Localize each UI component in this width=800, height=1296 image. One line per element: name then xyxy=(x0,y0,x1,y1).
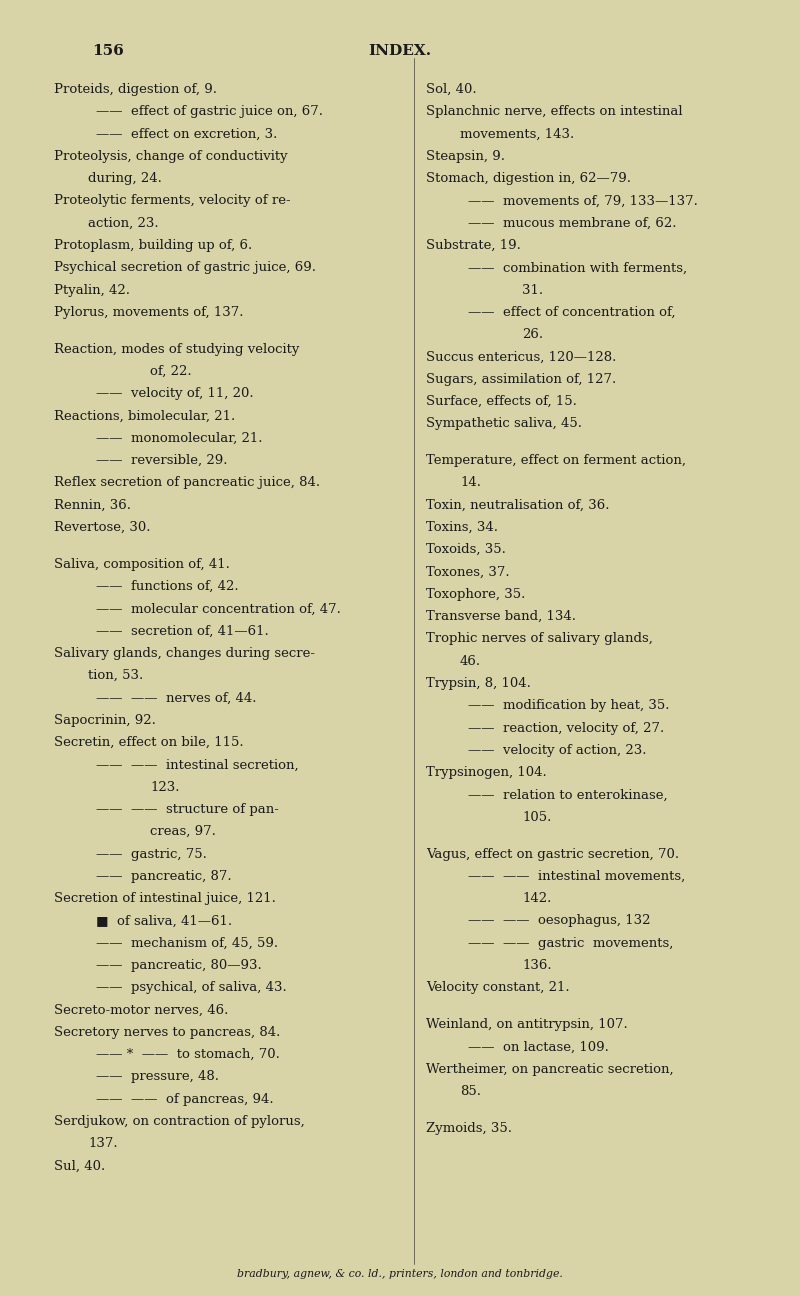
Text: 156: 156 xyxy=(92,44,124,58)
Text: ——  effect on excretion, 3.: —— effect on excretion, 3. xyxy=(96,127,278,140)
Text: 136.: 136. xyxy=(522,959,552,972)
Text: Psychical secretion of gastric juice, 69.: Psychical secretion of gastric juice, 69… xyxy=(54,262,316,275)
Text: Saliva, composition of, 41.: Saliva, composition of, 41. xyxy=(54,557,230,570)
Text: Proteolytic ferments, velocity of re-: Proteolytic ferments, velocity of re- xyxy=(54,194,291,207)
Text: 46.: 46. xyxy=(460,654,481,667)
Text: ——  pancreatic, 80—93.: —— pancreatic, 80—93. xyxy=(96,959,262,972)
Text: Proteolysis, change of conductivity: Proteolysis, change of conductivity xyxy=(54,150,288,163)
Text: Pylorus, movements of, 137.: Pylorus, movements of, 137. xyxy=(54,306,244,319)
Text: 123.: 123. xyxy=(150,780,180,793)
Text: —— *  ——  to stomach, 70.: —— * —— to stomach, 70. xyxy=(96,1048,280,1061)
Text: of, 22.: of, 22. xyxy=(150,365,192,378)
Text: 137.: 137. xyxy=(88,1138,118,1151)
Text: Protoplasm, building up of, 6.: Protoplasm, building up of, 6. xyxy=(54,238,253,251)
Text: ——  pressure, 48.: —— pressure, 48. xyxy=(96,1070,219,1083)
Text: Wertheimer, on pancreatic secretion,: Wertheimer, on pancreatic secretion, xyxy=(426,1063,674,1076)
Text: 142.: 142. xyxy=(522,892,552,905)
Text: ——  ——  nerves of, 44.: —— —— nerves of, 44. xyxy=(96,692,257,705)
Text: ——  ——  gastric  movements,: —— —— gastric movements, xyxy=(468,937,674,950)
Text: 85.: 85. xyxy=(460,1085,481,1098)
Text: Toxophore, 35.: Toxophore, 35. xyxy=(426,588,526,601)
Text: ——  modification by heat, 35.: —— modification by heat, 35. xyxy=(468,700,670,713)
Text: 14.: 14. xyxy=(460,477,481,490)
Text: Revertose, 30.: Revertose, 30. xyxy=(54,521,151,534)
Text: ——  psychical, of saliva, 43.: —— psychical, of saliva, 43. xyxy=(96,981,286,994)
Text: Proteids, digestion of, 9.: Proteids, digestion of, 9. xyxy=(54,83,218,96)
Text: Sapocrinin, 92.: Sapocrinin, 92. xyxy=(54,714,156,727)
Text: Ptyalin, 42.: Ptyalin, 42. xyxy=(54,284,130,297)
Text: ——  ——  structure of pan-: —— —— structure of pan- xyxy=(96,804,279,816)
Text: ——  reaction, velocity of, 27.: —— reaction, velocity of, 27. xyxy=(468,722,664,735)
Text: ——  functions of, 42.: —— functions of, 42. xyxy=(96,581,238,594)
Text: bradbury, agnew, & co. ld., printers, london and tonbridge.: bradbury, agnew, & co. ld., printers, lo… xyxy=(237,1269,563,1279)
Text: ——  monomolecular, 21.: —— monomolecular, 21. xyxy=(96,432,262,445)
Text: movements, 143.: movements, 143. xyxy=(460,127,574,140)
Text: Toxones, 37.: Toxones, 37. xyxy=(426,565,510,578)
Text: ——  effect of concentration of,: —— effect of concentration of, xyxy=(468,306,675,319)
Text: 31.: 31. xyxy=(522,284,543,297)
Text: Substrate, 19.: Substrate, 19. xyxy=(426,238,522,251)
Text: Transverse band, 134.: Transverse band, 134. xyxy=(426,610,577,623)
Text: Sul, 40.: Sul, 40. xyxy=(54,1160,106,1173)
Text: ——  velocity of, 11, 20.: —— velocity of, 11, 20. xyxy=(96,388,254,400)
Text: Stomach, digestion in, 62—79.: Stomach, digestion in, 62—79. xyxy=(426,172,631,185)
Text: ——  relation to enterokinase,: —— relation to enterokinase, xyxy=(468,788,668,801)
Text: action, 23.: action, 23. xyxy=(88,216,158,229)
Text: Trophic nerves of salivary glands,: Trophic nerves of salivary glands, xyxy=(426,632,654,645)
Text: ——  combination with ferments,: —— combination with ferments, xyxy=(468,262,687,275)
Text: Salivary glands, changes during secre-: Salivary glands, changes during secre- xyxy=(54,647,315,660)
Text: Splanchnic nerve, effects on intestinal: Splanchnic nerve, effects on intestinal xyxy=(426,105,683,118)
Text: Reflex secretion of pancreatic juice, 84.: Reflex secretion of pancreatic juice, 84… xyxy=(54,477,321,490)
Text: ——  pancreatic, 87.: —— pancreatic, 87. xyxy=(96,870,232,883)
Text: Toxoids, 35.: Toxoids, 35. xyxy=(426,543,506,556)
Text: Sol, 40.: Sol, 40. xyxy=(426,83,477,96)
Text: ——  reversible, 29.: —— reversible, 29. xyxy=(96,454,227,467)
Text: ——  mechanism of, 45, 59.: —— mechanism of, 45, 59. xyxy=(96,937,278,950)
Text: Steapsin, 9.: Steapsin, 9. xyxy=(426,150,506,163)
Text: Surface, effects of, 15.: Surface, effects of, 15. xyxy=(426,395,578,408)
Text: Secretory nerves to pancreas, 84.: Secretory nerves to pancreas, 84. xyxy=(54,1026,281,1039)
Text: ——  ——  intestinal movements,: —— —— intestinal movements, xyxy=(468,870,686,883)
Text: during, 24.: during, 24. xyxy=(88,172,162,185)
Text: Secreto-motor nerves, 46.: Secreto-motor nerves, 46. xyxy=(54,1003,229,1016)
Text: ——  effect of gastric juice on, 67.: —— effect of gastric juice on, 67. xyxy=(96,105,323,118)
Text: Succus entericus, 120—128.: Succus entericus, 120—128. xyxy=(426,350,617,363)
Text: Rennin, 36.: Rennin, 36. xyxy=(54,499,131,512)
Text: ——  secretion of, 41—61.: —— secretion of, 41—61. xyxy=(96,625,269,638)
Text: Vagus, effect on gastric secretion, 70.: Vagus, effect on gastric secretion, 70. xyxy=(426,848,679,861)
Text: creas, 97.: creas, 97. xyxy=(150,826,216,839)
Text: Toxins, 34.: Toxins, 34. xyxy=(426,521,498,534)
Text: Sympathetic saliva, 45.: Sympathetic saliva, 45. xyxy=(426,417,582,430)
Text: ——  mucous membrane of, 62.: —— mucous membrane of, 62. xyxy=(468,216,677,229)
Text: tion, 53.: tion, 53. xyxy=(88,669,143,682)
Text: Temperature, effect on ferment action,: Temperature, effect on ferment action, xyxy=(426,454,686,467)
Text: Serdjukow, on contraction of pylorus,: Serdjukow, on contraction of pylorus, xyxy=(54,1115,305,1128)
Text: INDEX.: INDEX. xyxy=(369,44,431,58)
Text: Reactions, bimolecular, 21.: Reactions, bimolecular, 21. xyxy=(54,410,236,422)
Text: ——  ——  intestinal secretion,: —— —— intestinal secretion, xyxy=(96,758,298,771)
Text: Trypsin, 8, 104.: Trypsin, 8, 104. xyxy=(426,677,531,689)
Text: Sugars, assimilation of, 127.: Sugars, assimilation of, 127. xyxy=(426,373,617,386)
Text: 105.: 105. xyxy=(522,811,552,824)
Text: Secretin, effect on bile, 115.: Secretin, effect on bile, 115. xyxy=(54,736,244,749)
Text: Zymoids, 35.: Zymoids, 35. xyxy=(426,1122,513,1135)
Text: ——  velocity of action, 23.: —— velocity of action, 23. xyxy=(468,744,646,757)
Text: Trypsinogen, 104.: Trypsinogen, 104. xyxy=(426,766,547,779)
Text: ——  movements of, 79, 133—137.: —— movements of, 79, 133—137. xyxy=(468,194,698,207)
Text: Secretion of intestinal juice, 121.: Secretion of intestinal juice, 121. xyxy=(54,892,276,905)
Text: ——  ——  oesophagus, 132: —— —— oesophagus, 132 xyxy=(468,915,650,928)
Text: Toxin, neutralisation of, 36.: Toxin, neutralisation of, 36. xyxy=(426,499,610,512)
Text: Reaction, modes of studying velocity: Reaction, modes of studying velocity xyxy=(54,342,300,355)
Text: Weinland, on antitrypsin, 107.: Weinland, on antitrypsin, 107. xyxy=(426,1019,628,1032)
Text: 26.: 26. xyxy=(522,328,543,341)
Text: ——  molecular concentration of, 47.: —— molecular concentration of, 47. xyxy=(96,603,341,616)
Text: ■  of saliva, 41—61.: ■ of saliva, 41—61. xyxy=(96,915,232,928)
Text: ——  ——  of pancreas, 94.: —— —— of pancreas, 94. xyxy=(96,1093,274,1105)
Text: ——  gastric, 75.: —— gastric, 75. xyxy=(96,848,207,861)
Text: ——  on lactase, 109.: —— on lactase, 109. xyxy=(468,1041,609,1054)
Text: Velocity constant, 21.: Velocity constant, 21. xyxy=(426,981,570,994)
